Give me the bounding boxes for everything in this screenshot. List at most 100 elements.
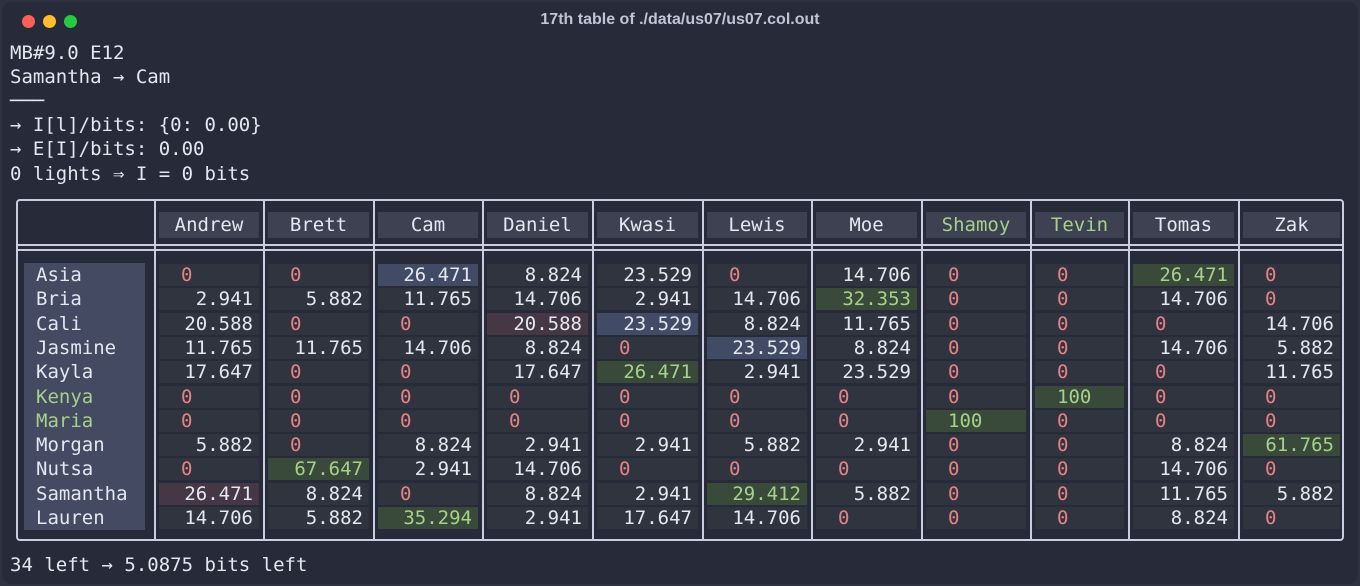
column-header-kwasi: Kwasi xyxy=(597,212,698,238)
table-cell: 0 xyxy=(487,409,588,432)
table-cell: 0 xyxy=(926,482,1026,505)
table-cell: 0 xyxy=(1035,482,1124,505)
column-header-zak: Zak xyxy=(1243,212,1340,238)
title-bar: 17th table of ./data/us07/us07.col.out xyxy=(2,2,1358,40)
column-header-brett: Brett xyxy=(268,212,369,238)
table-cell: 26.471 xyxy=(159,482,259,505)
table-cell: 5.882 xyxy=(159,434,259,457)
table-cell: 26.471 xyxy=(378,264,478,286)
column-header-tevin: Tevin xyxy=(1035,212,1124,238)
table-cell: 5.882 xyxy=(707,434,807,457)
table-cell: 0 xyxy=(816,385,917,408)
row-label-maria: Maria xyxy=(36,409,94,432)
table-cell: 0 xyxy=(1035,264,1124,286)
column-header-tomas: Tomas xyxy=(1133,212,1234,238)
row-label-column xyxy=(24,263,145,530)
table-cell: 8.824 xyxy=(487,482,588,505)
header-line-1: MB#9.0 E12 xyxy=(10,42,125,64)
window-title: 17th table of ./data/us07/us07.col.out xyxy=(540,11,820,28)
column-header-moe: Moe xyxy=(816,212,917,238)
zoom-button[interactable] xyxy=(64,15,77,28)
table-cell: 0 xyxy=(597,336,698,359)
table-cell: 17.647 xyxy=(159,361,259,384)
column-separator xyxy=(482,201,484,541)
close-button[interactable] xyxy=(22,15,35,28)
table-cell: 0 xyxy=(926,385,1026,408)
table-cell: 20.588 xyxy=(159,312,259,335)
table-cell: 8.824 xyxy=(1133,507,1234,529)
table-cell: 0 xyxy=(816,409,917,432)
table-cell: 11.765 xyxy=(378,288,478,311)
table-cell: 5.882 xyxy=(1243,482,1340,505)
table-cell: 0 xyxy=(1133,409,1234,432)
table-cell: 0 xyxy=(926,288,1026,311)
table-cell: 14.706 xyxy=(487,458,588,481)
table-cell: 5.882 xyxy=(268,288,369,311)
table-cell: 0 xyxy=(1035,434,1124,457)
column-separator xyxy=(811,201,813,541)
table-cell: 23.529 xyxy=(816,361,917,384)
table-cell: 8.824 xyxy=(487,264,588,286)
table-cell: 0 xyxy=(1243,264,1340,286)
table-cell: 29.412 xyxy=(707,482,807,505)
table-cell: 0 xyxy=(159,385,259,408)
header-line-4: → I[l]/bits: {0: 0.00} xyxy=(10,114,262,136)
column-header-lewis: Lewis xyxy=(707,212,807,238)
table-cell: 14.706 xyxy=(1133,288,1234,311)
column-separator xyxy=(263,201,265,541)
table-cell: 2.941 xyxy=(487,507,588,529)
table-cell: 23.529 xyxy=(707,336,807,359)
table-cell: 2.941 xyxy=(597,288,698,311)
table-cell: 0 xyxy=(268,385,369,408)
row-label-cali: Cali xyxy=(36,312,82,335)
table-cell: 0 xyxy=(268,434,369,457)
table-cell: 5.882 xyxy=(268,507,369,529)
table-cell: 0 xyxy=(926,507,1026,529)
row-label-samantha: Samantha xyxy=(36,482,128,505)
table-cell: 0 xyxy=(378,312,478,335)
minimize-button[interactable] xyxy=(43,15,56,28)
table-cell: 0 xyxy=(597,458,698,481)
table-cell: 67.647 xyxy=(268,458,369,481)
table-cell: 14.706 xyxy=(1243,312,1340,335)
row-label-kenya: Kenya xyxy=(36,385,94,408)
table-cell: 0 xyxy=(1035,458,1124,481)
table-cell: 11.765 xyxy=(268,336,369,359)
column-header-shamoy: Shamoy xyxy=(926,212,1026,238)
column-separator xyxy=(373,201,375,541)
table-cell: 26.471 xyxy=(1133,264,1234,286)
table-cell: 0 xyxy=(816,458,917,481)
table-cell: 0 xyxy=(926,458,1026,481)
table-cell: 2.941 xyxy=(597,482,698,505)
column-separator xyxy=(1030,201,1032,541)
table-cell: 0 xyxy=(378,361,478,384)
row-label-kayla: Kayla xyxy=(36,361,94,384)
table-cell: 8.824 xyxy=(707,312,807,335)
header-line-2: Samantha → Cam xyxy=(10,66,171,88)
column-header-cam: Cam xyxy=(378,212,478,238)
table-cell: 8.824 xyxy=(816,336,917,359)
table-cell: 2.941 xyxy=(159,288,259,311)
table-cell: 0 xyxy=(378,409,478,432)
table-cell: 5.882 xyxy=(1243,336,1340,359)
table-cell: 20.588 xyxy=(487,312,588,335)
table-cell: 0 xyxy=(1035,361,1124,384)
table-cell: 0 xyxy=(1035,312,1124,335)
table-cell: 23.529 xyxy=(597,312,698,335)
table-cell: 0 xyxy=(926,361,1026,384)
table-cell: 0 xyxy=(1035,336,1124,359)
row-label-morgan: Morgan xyxy=(36,434,105,457)
table-cell: 0 xyxy=(1243,288,1340,311)
table-cell: 23.529 xyxy=(597,264,698,286)
row-label-asia: Asia xyxy=(36,264,82,286)
table-cell: 0 xyxy=(268,409,369,432)
status-footer: 34 left → 5.0875 bits left xyxy=(10,554,308,576)
table-cell: 2.941 xyxy=(597,434,698,457)
table-cell: 8.824 xyxy=(487,336,588,359)
column-separator xyxy=(1128,201,1130,541)
row-label-jasmine: Jasmine xyxy=(36,336,117,359)
table-cell: 11.765 xyxy=(1133,482,1234,505)
table-cell: 0 xyxy=(926,312,1026,335)
table-cell: 0 xyxy=(1243,458,1340,481)
